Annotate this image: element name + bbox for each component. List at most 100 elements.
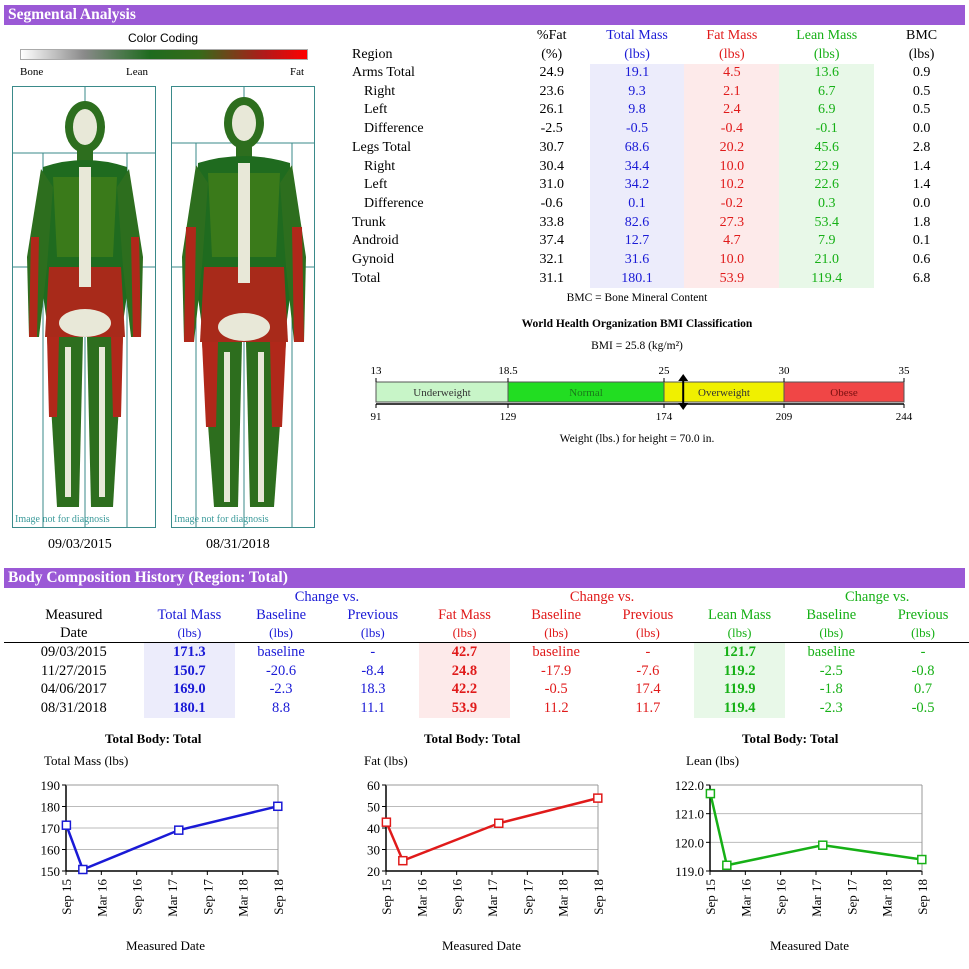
lm-change-vs: Change vs. bbox=[844, 589, 910, 605]
lean-mass-cell: 6.7 bbox=[779, 82, 875, 102]
chart3-title: Total Body: Total bbox=[742, 731, 839, 746]
data-point bbox=[705, 788, 716, 799]
dexa-scan-image-2015: Image not for diagnosis bbox=[12, 86, 156, 528]
bmi-top-tick-label: 13 bbox=[371, 365, 383, 377]
y-tick-label: 160 bbox=[41, 843, 61, 858]
lean-mass-cell: 45.6 bbox=[779, 138, 875, 158]
hist-col-lean-mass: Lean Mass bbox=[707, 607, 772, 623]
chart-lean: 119.0 120.0 121.0 122.0 Sep 15 Mar 16 Sep 16 Ma… bbox=[675, 778, 930, 917]
chart1-xlabel: Measured Date bbox=[126, 938, 206, 953]
weight-for-height-note: Weight (lbs.) for height = 70.0 in. bbox=[559, 433, 715, 445]
x-tick-label: Mar 17 bbox=[165, 879, 180, 917]
x-tick-label: Sep 18 bbox=[591, 879, 606, 915]
history-lm-previous-cell: - bbox=[920, 644, 926, 660]
lean-mass-cell: 13.6 bbox=[779, 64, 875, 83]
fat-pct-cell: 31.1 bbox=[539, 270, 564, 286]
history-fat-mass-cell: 24.8 bbox=[418, 661, 511, 681]
segmental-analysis-header: Segmental Analysis bbox=[4, 5, 965, 25]
bmi-band-label: Overweight bbox=[698, 387, 750, 399]
lean-mass-cell: 22.6 bbox=[779, 176, 875, 195]
x-tick-label: Sep 18 bbox=[915, 879, 930, 915]
bmc-cell: 2.8 bbox=[912, 139, 931, 155]
history-fm-baseline-cell: 11.2 bbox=[543, 700, 569, 717]
chart-total-mass: 150 160 170 180 190 Sep 15 Mar 16 Sep 16 Mar 17 S… bbox=[41, 778, 287, 917]
history-date-cell: 09/03/2015 bbox=[40, 644, 107, 660]
fat-mass-cell: 10.0 bbox=[684, 157, 780, 177]
history-fm-baseline-cell: -17.9 bbox=[541, 662, 572, 679]
history-lm-baseline-cell: -2.3 bbox=[819, 700, 843, 717]
scan-date-2015: 09/03/2015 bbox=[48, 537, 112, 552]
history-row: 08/31/2018 180.1 8.8 11.1 53.9 11.2 11.7 119.4 -… bbox=[4, 699, 969, 718]
lean-mass-cell: 21.0 bbox=[779, 251, 875, 270]
bmi-marker-arrow-up bbox=[678, 374, 689, 381]
fat-mass-cell: 20.2 bbox=[684, 138, 780, 158]
bmi-bottom-tick-label: 209 bbox=[776, 411, 793, 423]
segmental-row: Trunk 33.8 82.6 27.3 53.4 1.8 bbox=[352, 213, 969, 233]
fat-pct-cell: 33.8 bbox=[539, 214, 564, 230]
bmi-scale: Underweight Normal Overweight Obese 13 18.5 25… bbox=[371, 365, 913, 423]
scan-caption-2015: Image not for diagnosis bbox=[15, 514, 110, 525]
total-mass-cell: 9.3 bbox=[589, 82, 685, 102]
color-coding-fat-label: Fat bbox=[290, 66, 305, 78]
segmental-row: Legs Total 30.7 68.6 20.2 45.6 2.8 bbox=[352, 138, 969, 158]
y-tick-label: 30 bbox=[367, 843, 380, 858]
fat-pct-cell: 31.0 bbox=[539, 177, 564, 193]
x-tick-label: Mar 17 bbox=[809, 879, 824, 917]
col-fat-pct-unit: (%) bbox=[541, 47, 563, 62]
hist-unit: (lbs) bbox=[269, 625, 293, 640]
col-total-mass-unit: (lbs) bbox=[624, 47, 650, 62]
history-lm-baseline-cell: -2.5 bbox=[819, 662, 843, 679]
bmi-bottom-tick-label: 244 bbox=[896, 411, 913, 423]
history-lean-mass-cell: 119.4 bbox=[693, 699, 786, 718]
bmi-value-text: BMI = 25.8 (kg/m²) bbox=[591, 340, 683, 352]
region-cell: Right bbox=[364, 158, 396, 174]
bmc-cell: 0.5 bbox=[912, 83, 931, 99]
scan-date-2018: 08/31/2018 bbox=[206, 537, 270, 552]
history-fm-baseline-cell: -0.5 bbox=[544, 681, 568, 698]
segmental-row: Arms Total 24.9 19.1 4.5 13.6 0.9 bbox=[352, 64, 969, 83]
fat-mass-cell: 2.4 bbox=[684, 101, 780, 121]
series-line bbox=[65, 805, 279, 872]
history-tm-baseline-cell: baseline bbox=[257, 644, 305, 660]
segmental-row: Gynoid 32.1 31.6 10.0 21.0 0.6 bbox=[352, 251, 969, 270]
y-tick-label: 119.0 bbox=[675, 864, 704, 879]
history-total-mass-cell: 169.0 bbox=[143, 680, 236, 700]
hist-col-lm-previous: Previous bbox=[897, 607, 949, 623]
history-tm-previous-cell: 11.1 bbox=[360, 700, 386, 717]
segmental-row: Left 26.1 9.8 2.4 6.9 0.5 bbox=[352, 101, 969, 121]
total-mass-cell: 34.2 bbox=[589, 176, 685, 195]
fat-pct-cell: 30.4 bbox=[539, 158, 564, 174]
history-fm-previous-cell: 17.4 bbox=[635, 681, 661, 698]
bmi-top-tick-label: 25 bbox=[659, 365, 671, 377]
history-lean-mass-cell: 121.7 bbox=[693, 642, 786, 662]
data-point bbox=[61, 820, 72, 830]
data-point bbox=[818, 840, 828, 850]
segmental-row: Difference -0.6 0.1 -0.2 0.3 0.0 bbox=[352, 194, 969, 214]
chart2-xlabel: Measured Date bbox=[442, 938, 522, 953]
history-lm-previous-cell: -0.8 bbox=[911, 662, 935, 679]
x-tick-label: Sep 17 bbox=[844, 879, 859, 915]
x-tick-label: Sep 15 bbox=[379, 879, 394, 915]
history-total-mass-cell: 171.3 bbox=[143, 642, 236, 662]
fat-pct-cell: 23.6 bbox=[539, 83, 564, 99]
y-tick-label: 150 bbox=[41, 864, 61, 879]
fat-mass-cell: 27.3 bbox=[684, 213, 780, 233]
hist-unit: (lbs) bbox=[727, 625, 752, 640]
col-bmc: BMC bbox=[906, 28, 938, 43]
color-coding-gradient bbox=[20, 49, 308, 60]
region-cell: Trunk bbox=[352, 214, 386, 230]
chart1-title: Total Body: Total bbox=[105, 731, 202, 746]
fat-pct-cell: 26.1 bbox=[539, 102, 564, 118]
history-row: 04/06/2017 169.0 -2.3 18.3 42.2 -0.5 17.4 119.9… bbox=[4, 680, 969, 700]
hist-unit: (lbs) bbox=[635, 625, 660, 640]
x-tick-label: Mar 16 bbox=[414, 879, 429, 917]
data-point bbox=[917, 854, 927, 865]
hist-col-total-mass: Total Mass bbox=[157, 607, 222, 623]
bmi-band-obese bbox=[783, 381, 905, 403]
x-tick-label: Mar 18 bbox=[880, 879, 895, 917]
hist-col-measured: Measured bbox=[45, 607, 103, 623]
lean-mass-cell: 7.9 bbox=[779, 232, 875, 252]
col-total-mass: Total Mass bbox=[606, 28, 668, 43]
y-tick-label: 60 bbox=[367, 778, 380, 793]
history-row: 09/03/2015 171.3 baseline - 42.7 baseline - 121… bbox=[4, 642, 969, 662]
